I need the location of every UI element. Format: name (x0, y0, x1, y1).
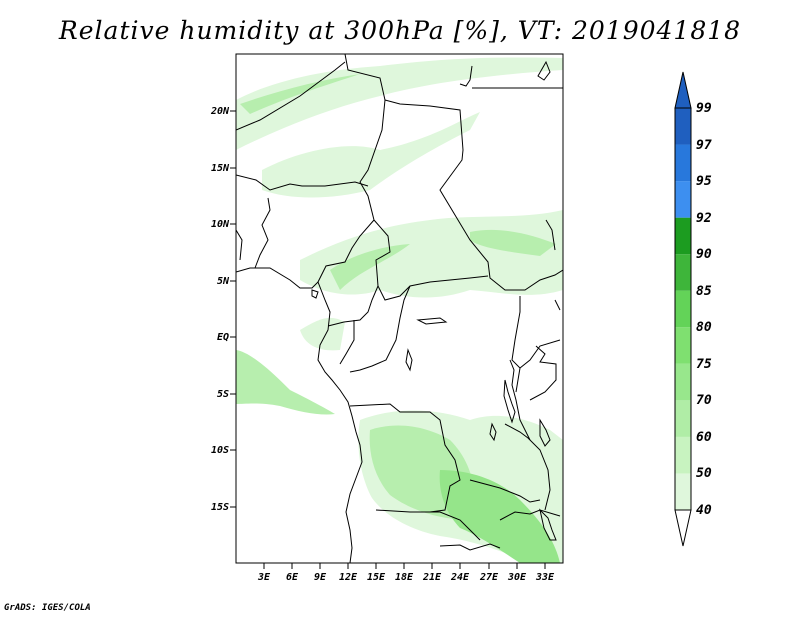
map-frame (235, 53, 564, 564)
border-line (236, 61, 346, 131)
border-line (254, 197, 271, 269)
border-line (236, 229, 243, 261)
lake (405, 348, 413, 372)
border-line (373, 219, 489, 301)
coastline (236, 267, 363, 563)
lat-tick-label: EQ (217, 332, 229, 343)
colorbar-box (675, 254, 691, 291)
lon-tick-label: 3E (257, 572, 271, 583)
border-line (545, 219, 556, 251)
border-line (327, 285, 379, 327)
colorbar-box (675, 290, 691, 328)
lon-tick-label: 15E (367, 572, 386, 583)
colorbar-label: 99 (696, 101, 712, 116)
border-line (344, 54, 386, 221)
shade-gabon (300, 317, 345, 351)
colorbar-label: 85 (696, 284, 712, 299)
lat-tick-label: 10N (211, 219, 230, 230)
lon-axis: 3E 6E 9E 12E 15E 18E 21E 24E 27E 30E 33E (257, 563, 555, 583)
lat-tick-label: 5N (217, 276, 230, 287)
border-line (439, 543, 501, 551)
colorbar-lower-triangle (674, 509, 692, 547)
border-line (349, 403, 461, 513)
colorbar-label: 95 (696, 174, 712, 189)
shade-central-core (330, 244, 410, 290)
colorbar-label: 80 (696, 320, 712, 335)
lon-tick-label: 21E (422, 572, 442, 583)
colorbar-label: 50 (696, 466, 712, 481)
colorbar-box (675, 436, 691, 474)
border-line (554, 299, 561, 311)
lake (539, 418, 551, 447)
lon-tick-label: 6E (286, 572, 299, 583)
lat-tick-label: 20N (210, 106, 230, 117)
lon-tick-label: 24E (450, 572, 470, 583)
lon-tick-label: 30E (507, 572, 527, 583)
colorbar-label: 75 (696, 357, 712, 372)
shade-south-east-core (439, 470, 560, 563)
lat-tick-label: 15N (211, 163, 230, 174)
lake (539, 508, 557, 541)
colorbar-box (675, 363, 691, 401)
colorbar-label: 60 (696, 430, 712, 445)
border-line (339, 320, 355, 365)
colorbar: 40 50 60 70 75 80 85 90 92 95 97 99 (674, 71, 712, 547)
lon-tick-label: 9E (314, 572, 327, 583)
colorbar-label: 90 (696, 247, 712, 262)
border-line (511, 296, 521, 393)
border-line (349, 285, 411, 373)
lake (416, 317, 448, 325)
country-borders (236, 54, 563, 563)
lake (311, 289, 319, 299)
shade-atlantic (236, 350, 335, 415)
border-line (509, 359, 531, 441)
colorbar-outline (674, 107, 692, 511)
lat-tick-label: 10S (211, 445, 229, 456)
border-line (469, 479, 541, 503)
colorbar-box (675, 144, 691, 182)
lat-tick-label: 15S (211, 502, 229, 513)
colorbar-box (675, 217, 691, 255)
colorbar-label: 92 (696, 211, 712, 226)
lake (537, 60, 551, 81)
lat-tick-label: 5S (217, 389, 229, 400)
border-line (519, 339, 561, 369)
border-line (384, 99, 563, 291)
lake (503, 379, 516, 424)
colorbar-upper-triangle (674, 71, 692, 109)
shade-north-band-core (240, 74, 360, 114)
colorbar-box (675, 108, 691, 145)
map-title: Relative humidity at 300hPa [%], VT: 201… (58, 16, 742, 45)
lon-tick-label: 12E (339, 572, 358, 583)
shade-east-core (470, 229, 556, 256)
border-line (499, 509, 561, 521)
colorbar-box (675, 181, 691, 218)
shade-north-band (236, 57, 563, 151)
colorbar-label: 40 (696, 503, 712, 518)
lake (489, 422, 497, 442)
lon-tick-label: 27E (479, 572, 499, 583)
grads-credit: GrADS: IGES/COLA (4, 603, 91, 613)
lon-tick-label: 33E (535, 572, 555, 583)
shade-sahel-streak (262, 112, 480, 198)
colorbar-box (675, 400, 691, 437)
border-line (375, 509, 481, 541)
colorbar-label: 70 (696, 393, 712, 408)
border-line (236, 174, 369, 191)
border-line (504, 423, 551, 511)
humidity-shading (236, 57, 563, 563)
border-line (459, 65, 473, 87)
colorbar-box (675, 473, 691, 510)
colorbar-box (675, 327, 691, 364)
colorbar-label: 97 (696, 138, 712, 153)
border-line (529, 345, 557, 401)
border-line (317, 219, 375, 283)
lon-tick-label: 18E (395, 572, 414, 583)
lat-axis: 20N 15N 10N 5N EQ 5S 10S 15S (210, 106, 236, 513)
